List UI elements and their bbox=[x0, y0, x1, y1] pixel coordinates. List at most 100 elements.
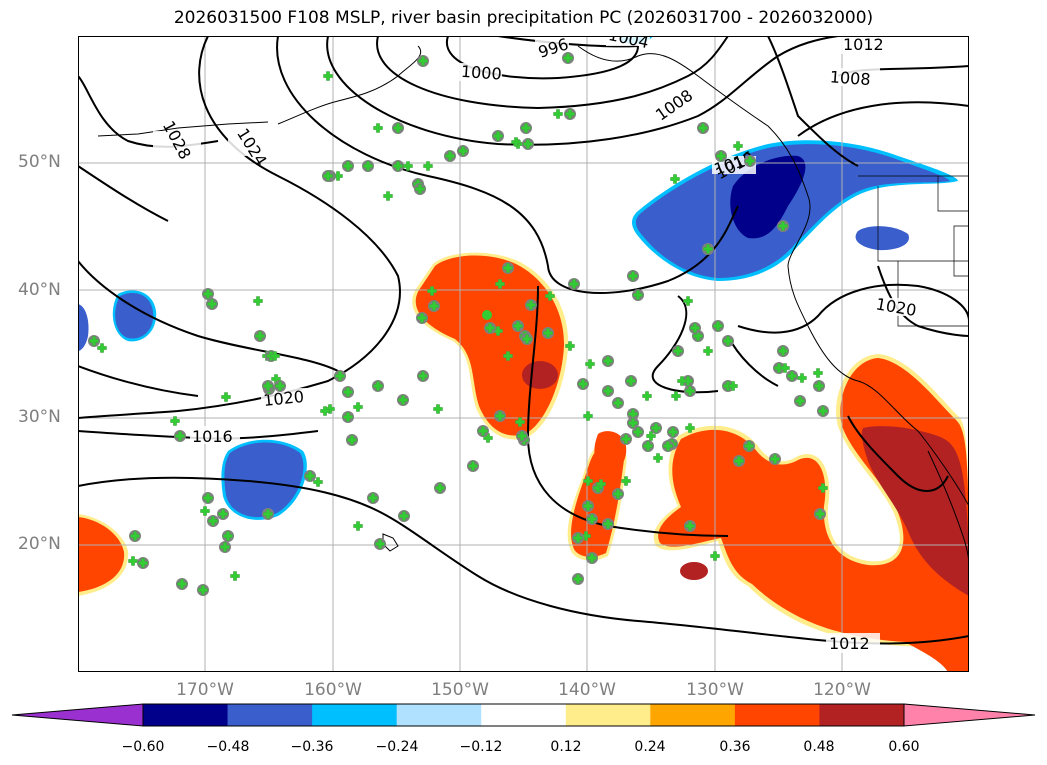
station-plus-marker bbox=[703, 244, 713, 254]
station-plus-marker bbox=[383, 191, 393, 201]
station-plus-marker bbox=[565, 109, 575, 119]
station-plus-marker bbox=[373, 123, 383, 133]
station-plus-marker bbox=[130, 531, 140, 541]
station-plus-marker bbox=[569, 279, 579, 289]
station-plus-marker bbox=[320, 406, 330, 416]
station-plus-marker bbox=[347, 435, 357, 445]
station-plus-marker bbox=[670, 174, 680, 184]
station-plus-marker bbox=[270, 351, 280, 361]
station-plus-marker bbox=[203, 493, 213, 503]
colorbar-tick: −0.24 bbox=[375, 739, 419, 755]
station-plus-marker bbox=[578, 379, 588, 389]
station-plus-marker bbox=[583, 476, 593, 486]
contour-label: 1000 bbox=[460, 62, 502, 84]
station-plus-marker bbox=[503, 263, 513, 273]
station-plus-marker bbox=[208, 516, 218, 526]
station-plus-marker bbox=[646, 431, 656, 441]
contour-label: 1016 bbox=[192, 427, 233, 446]
station-plus-marker bbox=[603, 519, 613, 529]
station-plus-marker bbox=[787, 371, 797, 381]
station-plus-marker bbox=[716, 151, 726, 161]
station-plus-marker bbox=[399, 511, 409, 521]
colorbar-swatch bbox=[481, 704, 567, 726]
station-plus-marker bbox=[685, 423, 695, 433]
contour-label: 1012 bbox=[843, 36, 884, 54]
station-plus-marker bbox=[663, 441, 673, 451]
station-plus-marker bbox=[770, 454, 780, 464]
station-plus-marker bbox=[671, 391, 681, 401]
station-plus-marker bbox=[445, 151, 455, 161]
colorbar-tick: 0.48 bbox=[803, 739, 835, 755]
map-canvas: 996 1000 1004 1008 1012 1016 1020 1024 1… bbox=[78, 36, 969, 672]
station-plus-marker bbox=[543, 328, 553, 338]
station-plus-marker bbox=[780, 363, 790, 373]
station-plus-marker bbox=[335, 371, 345, 381]
station-plus-marker bbox=[423, 161, 433, 171]
station-plus-marker bbox=[221, 392, 231, 402]
station-plus-marker bbox=[323, 171, 333, 181]
station-plus-marker bbox=[170, 416, 180, 426]
precip-negative-shading bbox=[78, 36, 958, 520]
station-plus-marker bbox=[429, 301, 439, 311]
station-plus-marker bbox=[585, 359, 595, 369]
station-plus-marker bbox=[685, 521, 695, 531]
station-plus-marker bbox=[690, 323, 700, 333]
station-plus-marker bbox=[573, 574, 583, 584]
colorbar-swatches bbox=[11, 703, 1036, 727]
station-plus-marker bbox=[633, 427, 643, 437]
station-plus-marker bbox=[323, 71, 333, 81]
station-plus-marker bbox=[698, 123, 708, 133]
station-plus-marker bbox=[677, 376, 687, 386]
station-plus-marker bbox=[778, 221, 788, 231]
map-frame bbox=[78, 36, 969, 672]
station-plus-marker bbox=[603, 356, 613, 366]
station-plus-marker bbox=[415, 184, 425, 194]
station-plus-marker bbox=[198, 585, 208, 595]
station-plus-marker bbox=[177, 579, 187, 589]
station-plus-marker bbox=[218, 509, 228, 519]
mslp-contours bbox=[78, 36, 969, 645]
station-plus-marker bbox=[818, 483, 828, 493]
lon-label-170w: 170°W bbox=[176, 680, 234, 700]
station-plus-marker bbox=[693, 331, 703, 341]
lon-label-160w: 160°W bbox=[304, 680, 362, 700]
station-plus-marker bbox=[89, 336, 99, 346]
lat-label-50n: 50°N bbox=[18, 152, 61, 172]
station-plus-marker bbox=[200, 506, 210, 516]
station-plus-marker bbox=[353, 521, 363, 531]
station-plus-marker bbox=[744, 441, 754, 451]
station-plus-marker bbox=[553, 109, 563, 119]
station-plus-marker bbox=[343, 412, 353, 422]
station-plus-marker bbox=[263, 509, 273, 519]
station-plus-marker bbox=[651, 423, 661, 433]
station-plus-marker bbox=[223, 531, 233, 541]
station-plus-marker bbox=[814, 381, 824, 391]
contour-label: 1008 bbox=[829, 67, 871, 89]
map-panel: 996 1000 1004 1008 1012 1016 1020 1024 1… bbox=[78, 36, 969, 672]
station-plus-marker bbox=[683, 296, 693, 306]
colorbar-swatch bbox=[396, 704, 482, 726]
station-plus-marker bbox=[393, 161, 403, 171]
station-plus-marker bbox=[485, 323, 495, 333]
station-plus-marker bbox=[343, 387, 353, 397]
station-plus-marker bbox=[818, 406, 828, 416]
station-plus-marker bbox=[515, 417, 525, 427]
colorbar-tick: 0.36 bbox=[719, 739, 751, 755]
map-title: 2026031500 F108 MSLP, river basin precip… bbox=[173, 8, 874, 28]
colorbar-tick: 0.24 bbox=[634, 739, 666, 755]
station-plus-marker bbox=[728, 381, 738, 391]
colorbar-tick: 0.60 bbox=[888, 739, 920, 755]
station-plus-marker bbox=[815, 509, 825, 519]
station-plus-marker bbox=[723, 336, 733, 346]
station-plus-marker bbox=[734, 456, 744, 466]
station-plus-marker bbox=[418, 56, 428, 66]
station-plus-marker bbox=[427, 286, 437, 296]
station-plus-marker bbox=[733, 141, 743, 151]
station-plus-marker bbox=[458, 146, 468, 156]
station-plus-marker bbox=[745, 156, 755, 166]
station-plus-marker bbox=[503, 351, 513, 361]
station-plus-marker bbox=[685, 386, 695, 396]
station-plus-marker bbox=[565, 341, 575, 351]
station-plus-marker bbox=[628, 271, 638, 281]
station-plus-marker bbox=[545, 291, 555, 301]
